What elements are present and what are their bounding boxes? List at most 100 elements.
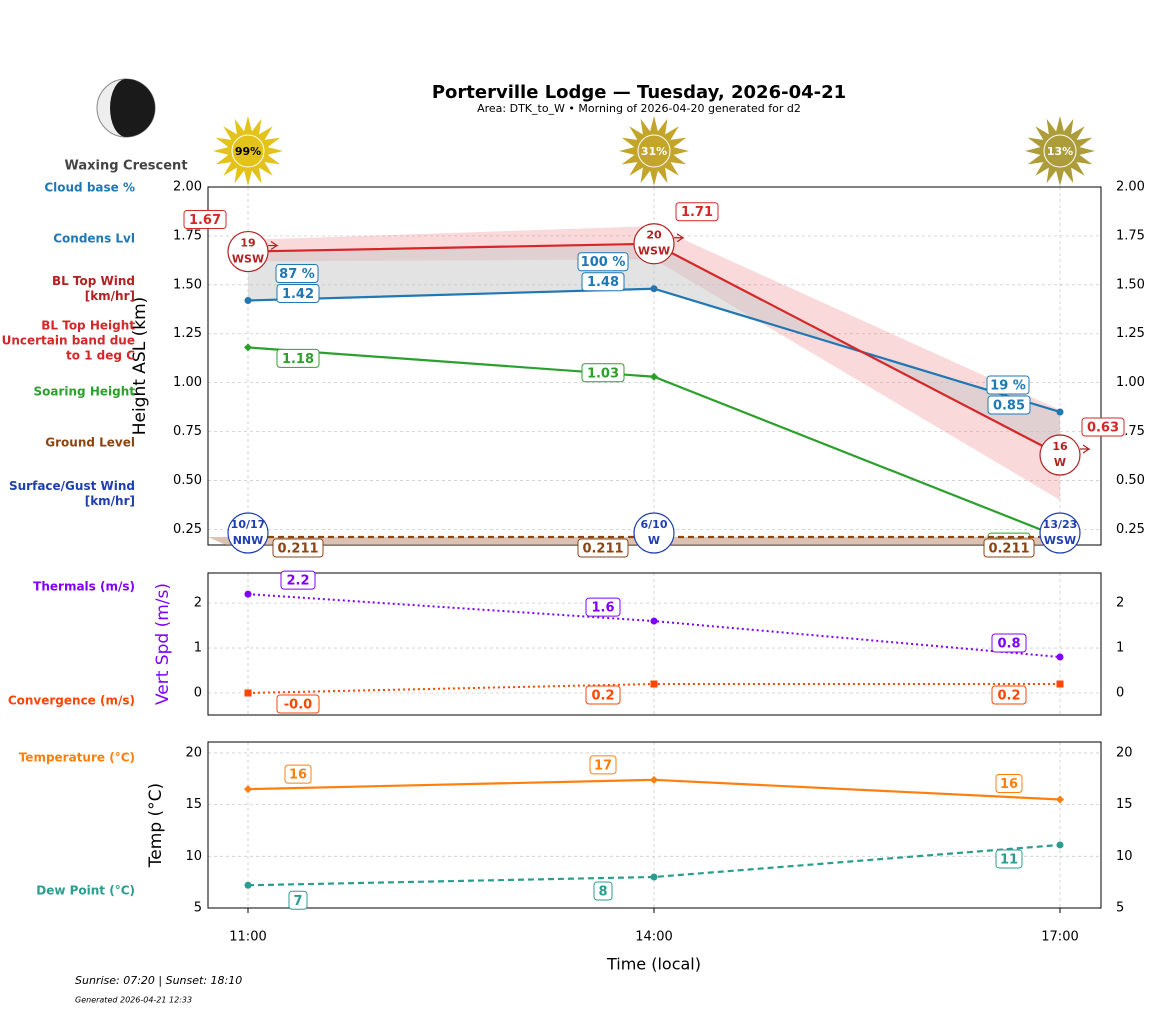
y-tick-label: 20 [185,745,202,760]
label-box [589,755,617,775]
wind-arrow [268,241,279,251]
data-label: 1.18 [282,352,314,367]
point [1056,653,1064,661]
series-name: Cloud base % [44,180,135,195]
y-axis-label: Vert Spd (m/s) [153,583,173,705]
y-tick-label: 1.00 [1116,375,1145,390]
data-label: 0.211 [988,541,1029,556]
data-label: 87 % [279,267,315,282]
series-name: Dew Point (°C) [36,883,135,898]
y-tick-label: 10 [1116,849,1133,864]
label-box [995,849,1023,869]
chart-subtitle: Area: DTK_to_W • Morning of 2026-04-20 g… [477,102,801,115]
sun-label: 31% [641,145,667,158]
y-tick-label: 1.50 [173,277,202,292]
ground-area [208,536,1060,545]
y-tick-label: 2.00 [1116,180,1145,195]
point [244,689,252,697]
point [1056,680,1064,688]
series-line [247,843,1061,887]
y-tick-label: 5 [194,901,202,916]
y-tick-label: 2 [1116,596,1124,611]
y-tick-label: 1.25 [173,326,202,341]
y-tick-label: 2.00 [173,180,202,195]
label-box [284,764,312,784]
x-tick-label: 17:00 [1041,930,1078,945]
point [244,785,252,794]
point [1056,408,1064,416]
series-name: Convergence (m/s) [7,693,135,708]
data-label: 1.67 [189,213,221,228]
data-label: 0.8 [997,637,1020,652]
label-box [987,395,1031,415]
y-tick-label: 5 [1116,901,1124,916]
label-box [577,538,629,558]
data-label: 19 % [990,378,1026,393]
y-tick-label: 10 [185,849,202,864]
series-name: Soaring Height [33,384,136,399]
series-name: Temperature (°C) [18,750,135,765]
point [650,617,658,625]
label-box [183,210,227,230]
series-name: Thermals (m/s) [33,579,135,594]
label-box [585,685,621,705]
wind-speed: 10/17 [231,518,266,531]
x-axis-label: Time (local) [606,955,701,974]
wind-circle [1039,512,1081,554]
series-name: BL Top Height Uncertain band due to 1 de… [1,318,135,363]
y-tick-label: 1.50 [1116,277,1145,292]
plot-frame [207,572,1102,716]
label-box [983,538,1035,558]
x-tick-label: 14:00 [635,930,672,945]
label-box [675,202,719,222]
chart-title: Porterville Lodge — Tuesday, 2026-04-21 [432,82,846,103]
wind-direction: WSW [638,245,670,258]
point [650,372,658,381]
wind-circle [227,230,269,273]
label-box [581,272,625,292]
label-box [986,375,1030,395]
label-box [276,348,320,368]
wind-arrow [674,233,685,243]
label-box [288,890,308,910]
series-name: Surface/Gust Wind [km/hr] [9,479,135,508]
data-label: 16 [1000,777,1018,792]
sun-times: Sunrise: 07:20 | Sunset: 18:10 [75,974,242,987]
label-box [991,633,1027,653]
series-name: Condens Lvl [53,231,135,246]
point [244,296,252,304]
data-label: 0.211 [582,541,623,556]
y-tick-label: 0.25 [173,522,202,537]
y-tick-label: 1.75 [1116,228,1145,243]
y-axis-label: Height ASL (km) [130,297,150,436]
y-tick-label: 0.50 [173,473,202,488]
wind-circle [227,512,269,554]
y-tick-label: 1 [194,641,202,656]
sun [1043,134,1077,168]
point [1056,841,1064,849]
sun [231,134,265,168]
y-axis-label: Temp (°C) [146,783,166,868]
label-box [581,363,625,383]
label-box [1081,417,1125,437]
wind-circle [1039,434,1081,476]
data-label: 1.6 [591,601,614,616]
y-tick-label: 0 [194,685,202,700]
data-label: 1.48 [587,275,619,290]
data-label: 1.71 [681,205,713,220]
data-label: 7 [293,894,302,909]
wind-direction: WSW [232,253,264,266]
y-tick-label: 15 [185,797,202,812]
wind-direction: W [648,534,660,547]
label-box [280,570,316,590]
point [244,881,252,889]
data-label: 0.2 [591,688,614,703]
y-tick-label: 2 [194,596,202,611]
label-box [991,685,1027,705]
y-tick-label: 0.50 [1116,473,1145,488]
label-box [272,538,324,558]
y-tick-label: 0.75 [173,424,202,439]
y-tick-label: 1 [1116,641,1124,656]
